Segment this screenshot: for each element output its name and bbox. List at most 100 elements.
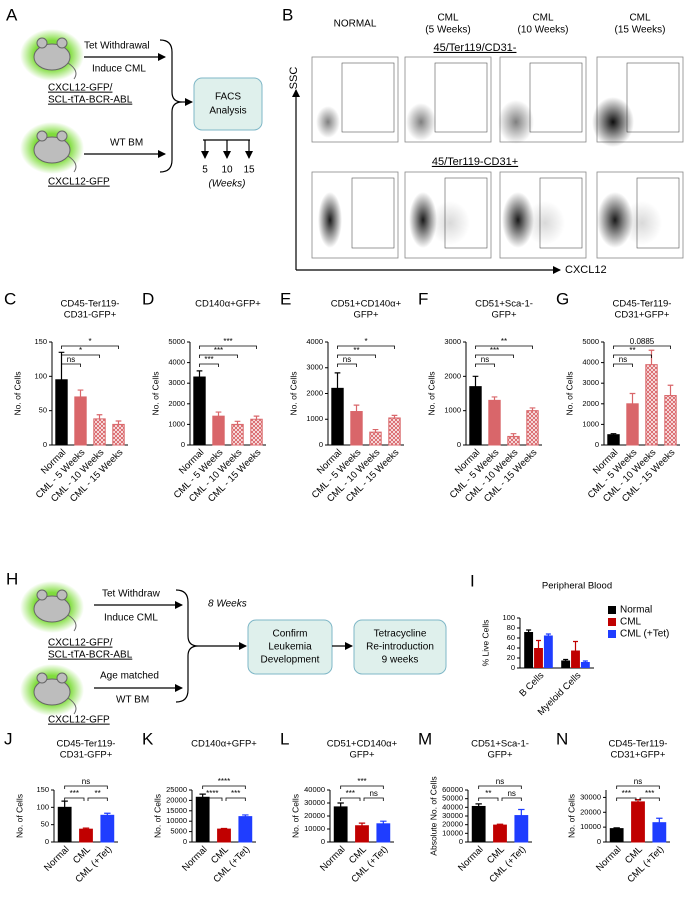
sig-label: ** xyxy=(485,789,491,798)
sig-bracket xyxy=(340,797,361,801)
sig-label: * xyxy=(79,346,82,355)
y-tick-label: 10000 xyxy=(166,816,187,825)
sig-label: *** xyxy=(231,789,240,798)
sig-label: *** xyxy=(357,777,366,786)
sig-label: ** xyxy=(353,346,359,355)
label: 45/Ter119/CD31- xyxy=(434,42,517,54)
x-tick-label: Normal xyxy=(318,844,347,873)
sig-bracket xyxy=(616,785,660,789)
sig-bracket xyxy=(337,363,357,367)
sig-label: ns xyxy=(67,355,75,364)
label: CD31-GFP+ xyxy=(60,750,113,761)
label: 10 xyxy=(221,165,233,176)
y-tick-label: 60 xyxy=(507,633,515,642)
y-tick-label: 50000 xyxy=(442,794,463,803)
label: (15 Weeks) xyxy=(615,25,666,36)
sig-label: ** xyxy=(629,346,635,355)
y-tick-label: 5000 xyxy=(170,827,187,836)
x-tick-label: Normal xyxy=(594,844,623,873)
error-bar xyxy=(358,822,366,826)
label: GFP+ xyxy=(491,310,517,321)
bar xyxy=(469,386,482,446)
label: CXCL12 xyxy=(565,264,607,276)
sig-bracket xyxy=(64,785,108,789)
error-bar xyxy=(518,808,525,816)
error-bar xyxy=(545,633,551,636)
y-tick-label: 30000 xyxy=(442,811,463,820)
label: CD45-Ter119- xyxy=(57,739,116,750)
y-tick-label: 20 xyxy=(507,653,515,662)
bar xyxy=(112,423,125,446)
y-tick-label: 0 xyxy=(457,440,461,449)
label: G xyxy=(556,289,569,308)
bar xyxy=(93,418,106,446)
legend-label: CML xyxy=(620,617,642,628)
label: WT BM xyxy=(116,695,149,706)
box xyxy=(193,77,263,131)
mouse-tail xyxy=(67,155,77,173)
sig-bracket xyxy=(613,363,633,367)
y-tick-label: 0 xyxy=(45,837,49,846)
y-tick-label: 0 xyxy=(321,837,325,846)
error-bar xyxy=(629,392,636,404)
y-tick-label: 2000 xyxy=(582,399,599,408)
y-tick-label: 50 xyxy=(41,820,49,829)
error-bar xyxy=(491,396,498,401)
bar xyxy=(331,387,344,446)
bar xyxy=(217,828,231,843)
error-bar xyxy=(196,370,203,378)
error-bar xyxy=(220,827,228,830)
x-tick-label: B Cells xyxy=(517,670,546,699)
label: CML xyxy=(532,13,554,24)
sig-label: ns xyxy=(634,777,642,786)
y-tick-label: 0 xyxy=(181,440,185,449)
sig-bracket xyxy=(199,354,238,358)
error-bar xyxy=(77,389,84,397)
density xyxy=(409,192,437,248)
label: Induce CML xyxy=(104,613,158,624)
error-bar xyxy=(582,660,588,662)
y-tick-label: 40000 xyxy=(442,802,463,811)
bar xyxy=(55,379,68,446)
bar xyxy=(250,418,263,446)
error-bar xyxy=(242,814,249,817)
legend-swatch xyxy=(608,618,616,626)
y-tick-label: 0 xyxy=(597,837,601,846)
sig-bracket xyxy=(202,797,223,801)
label: CD31-GFP+ xyxy=(64,310,117,321)
sig-bracket xyxy=(225,797,246,801)
mouse-body xyxy=(33,136,71,164)
label: 15 xyxy=(243,165,255,176)
label: M xyxy=(418,729,432,748)
sig-label: *** xyxy=(645,789,654,798)
sig-bracket xyxy=(363,797,384,801)
y-tick-label: 2000 xyxy=(168,399,185,408)
error-bar xyxy=(536,639,541,648)
density xyxy=(622,201,662,245)
gate xyxy=(626,62,680,133)
y-tick-label: 10000 xyxy=(442,828,463,837)
sig-label: ns xyxy=(343,355,351,364)
mouse-body xyxy=(33,678,71,706)
sig-bracket xyxy=(202,785,246,789)
error-bar xyxy=(667,384,674,396)
sig-label: ns xyxy=(369,789,377,798)
legend-label: Normal xyxy=(620,605,652,616)
label: 8 Weeks xyxy=(208,599,247,610)
legend-swatch xyxy=(608,606,616,614)
label: FACS xyxy=(215,92,241,103)
legend-swatch xyxy=(608,630,616,638)
label: I xyxy=(470,571,475,590)
y-tick-label: 100 xyxy=(34,371,47,380)
y-tick-label: 100 xyxy=(36,802,49,811)
label: Tetracycline xyxy=(374,629,427,640)
sig-label: *** xyxy=(622,789,631,798)
sig-bracket xyxy=(613,345,671,349)
y-tick-label: 0 xyxy=(511,663,515,672)
bar xyxy=(100,814,115,843)
y-tick-label: 0 xyxy=(319,440,323,449)
error-bar xyxy=(496,823,504,826)
sig-bracket xyxy=(87,797,108,801)
error-bar xyxy=(215,411,222,417)
sig-bracket xyxy=(340,785,384,789)
